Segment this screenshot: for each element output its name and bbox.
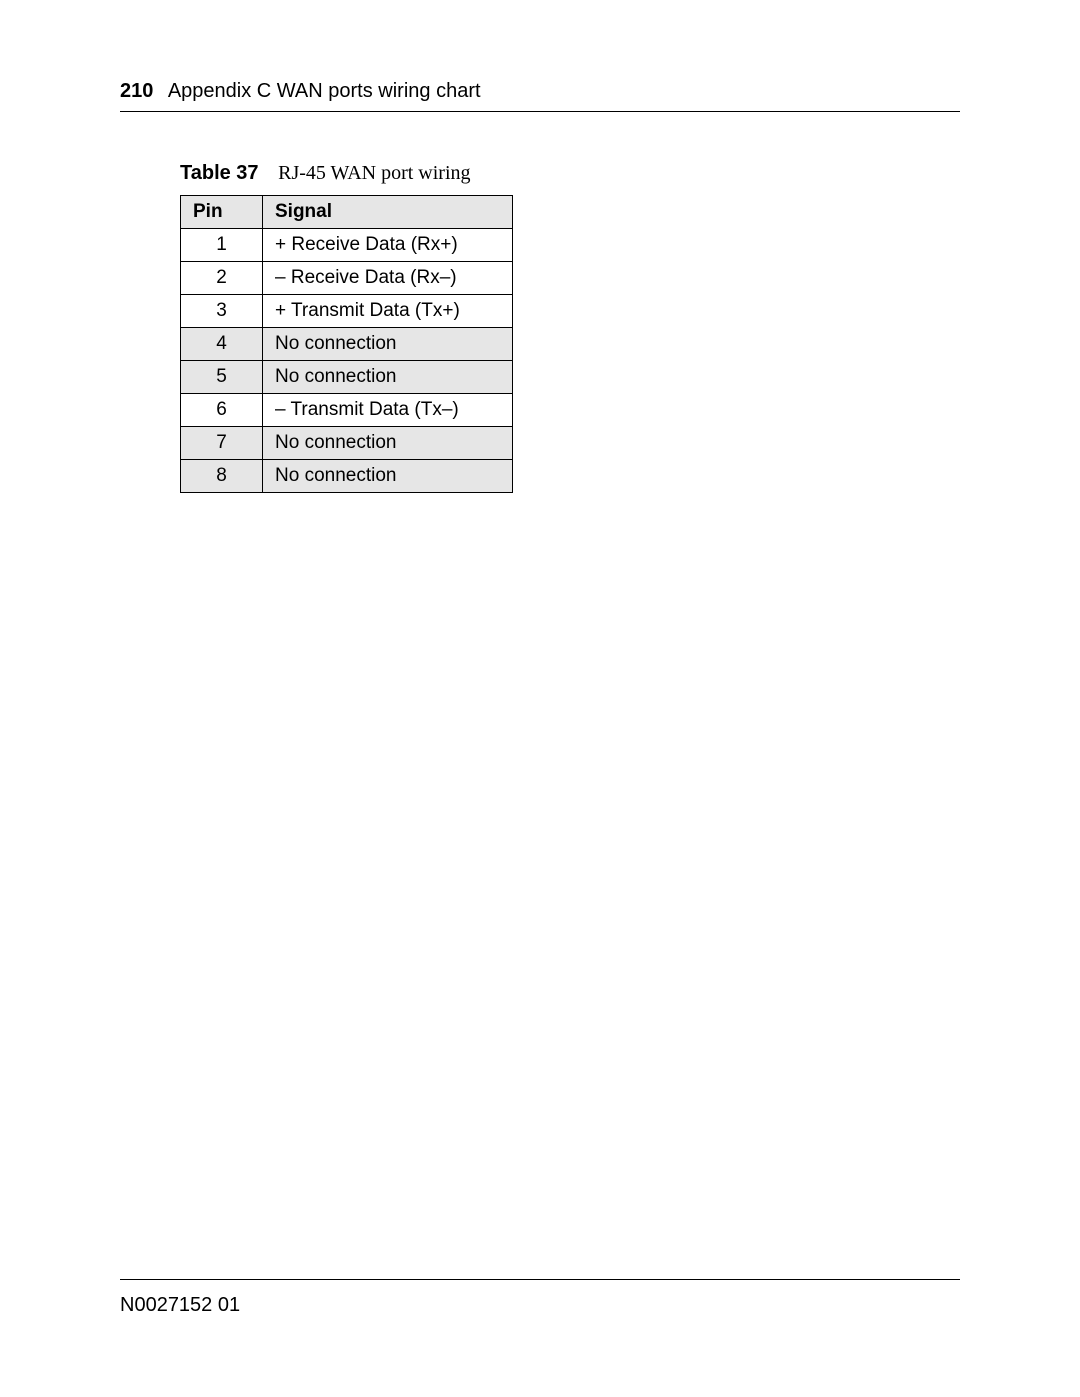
signal-cell: + Receive Data (Rx+)	[263, 229, 513, 262]
page-number: 210	[120, 80, 153, 102]
table-label: Table 37	[180, 162, 259, 184]
pin-cell: 3	[181, 295, 263, 328]
document-id: N0027152 01	[120, 1294, 240, 1316]
running-header: 210 Appendix C WAN ports wiring chart	[120, 80, 960, 112]
table-header-row: Pin Signal	[181, 196, 513, 229]
page: 210 Appendix C WAN ports wiring chart Ta…	[0, 0, 1080, 1397]
page-footer: N0027152 01	[120, 1279, 960, 1317]
pin-cell: 2	[181, 262, 263, 295]
table-row: 2 – Receive Data (Rx–)	[181, 262, 513, 295]
pin-cell: 7	[181, 427, 263, 460]
signal-cell: – Receive Data (Rx–)	[263, 262, 513, 295]
signal-cell: + Transmit Data (Tx+)	[263, 295, 513, 328]
table-row: 6 – Transmit Data (Tx–)	[181, 394, 513, 427]
table-row: 1 + Receive Data (Rx+)	[181, 229, 513, 262]
table-title: RJ-45 WAN port wiring	[278, 162, 470, 184]
table-row: 3 + Transmit Data (Tx+)	[181, 295, 513, 328]
section-title: Appendix C WAN ports wiring chart	[168, 80, 481, 102]
signal-cell: No connection	[263, 460, 513, 493]
table-row: 8 No connection	[181, 460, 513, 493]
col-header-pin: Pin	[181, 196, 263, 229]
table-row: 7 No connection	[181, 427, 513, 460]
col-header-signal: Signal	[263, 196, 513, 229]
signal-cell: – Transmit Data (Tx–)	[263, 394, 513, 427]
table-caption: Table 37 RJ-45 WAN port wiring	[180, 162, 960, 185]
pin-cell: 5	[181, 361, 263, 394]
pin-cell: 8	[181, 460, 263, 493]
pin-cell: 4	[181, 328, 263, 361]
table-row: 5 No connection	[181, 361, 513, 394]
pin-cell: 1	[181, 229, 263, 262]
signal-cell: No connection	[263, 361, 513, 394]
signal-cell: No connection	[263, 328, 513, 361]
pin-cell: 6	[181, 394, 263, 427]
signal-cell: No connection	[263, 427, 513, 460]
pin-signal-table: Pin Signal 1 + Receive Data (Rx+) 2 – Re…	[180, 195, 513, 493]
table-row: 4 No connection	[181, 328, 513, 361]
